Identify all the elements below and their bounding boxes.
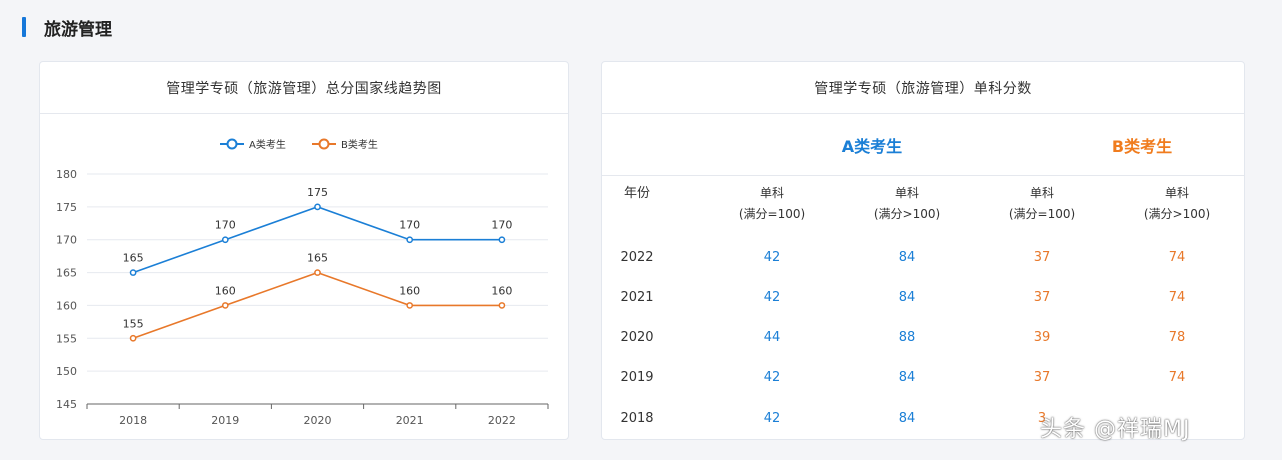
watermark: 头条 @祥瑞MJ xyxy=(1040,417,1191,442)
y-tick-label: 170 xyxy=(56,234,77,247)
score-cell-b-100: 37 xyxy=(1033,250,1051,265)
score-cell-a-over100: 84 xyxy=(898,411,916,426)
y-tick-label: 160 xyxy=(56,299,77,312)
data-point xyxy=(498,302,506,309)
score-cell-a-100: 42 xyxy=(763,290,781,305)
data-label: 170 xyxy=(215,219,236,232)
column-header-line1: 单科 xyxy=(759,186,784,200)
data-label: 165 xyxy=(123,252,144,265)
section-title: 旅游管理 xyxy=(44,19,112,40)
score-cell-a-over100: 88 xyxy=(898,330,916,345)
data-label: 160 xyxy=(399,284,420,297)
table-title: 管理学专硕（旅游管理）单科分数 xyxy=(602,62,1244,114)
data-point xyxy=(314,203,321,211)
column-header-line1: 年份 xyxy=(623,186,650,201)
year-cell: 2020 xyxy=(620,330,654,345)
data-label: 155 xyxy=(123,317,144,330)
data-label: 170 xyxy=(399,219,420,232)
score-cell-b-100: 37 xyxy=(1033,370,1051,385)
data-point xyxy=(129,334,137,342)
group-label-b: B类考生 xyxy=(1111,137,1173,156)
data-point xyxy=(406,236,414,244)
y-tick-label: 165 xyxy=(56,267,77,280)
score-cell-b-over100: 78 xyxy=(1168,330,1186,345)
column-header: 单科 (满分>100) xyxy=(1117,183,1237,225)
score-cell-b-over100: 74 xyxy=(1168,290,1186,305)
data-label: 160 xyxy=(491,284,512,297)
data-point xyxy=(221,302,229,309)
legend-marker xyxy=(226,138,238,150)
line-chart: 145 150 155 160 165 170 175 180 2018 2019 2020 2021… xyxy=(56,138,549,427)
score-cell-a-over100: 84 xyxy=(898,250,916,265)
score-cell-a-100: 42 xyxy=(763,411,781,426)
group-header-row: A类考生 B类考生 xyxy=(602,114,1244,176)
y-tick-label: 180 xyxy=(56,168,77,181)
data-point xyxy=(314,269,321,276)
score-cell-b-100: 39 xyxy=(1033,330,1051,345)
legend-label: B类考生 xyxy=(341,138,378,151)
column-header-line2: (满分=100) xyxy=(738,207,806,221)
chart-card: 管理学专硕（旅游管理）总分国家线趋势图 145 150 155 160 165 170 17… xyxy=(39,61,569,440)
data-point xyxy=(406,302,414,309)
legend-marker xyxy=(318,138,330,150)
score-cell-b-100: 3 xyxy=(1037,411,1047,426)
column-header: 单科 (满分>100) xyxy=(847,183,967,225)
column-header-line1: 单科 xyxy=(1164,186,1189,200)
section-accent-bar xyxy=(22,17,26,37)
data-point xyxy=(498,236,506,244)
table-card: 管理学专硕（旅游管理）单科分数 A类考生 B类考生 年份 单科 (满分=100) 单科… xyxy=(601,61,1245,440)
y-tick-label: 175 xyxy=(56,201,77,214)
y-tick-label: 145 xyxy=(56,398,77,411)
x-tick-label: 2019 xyxy=(211,414,239,427)
year-cell: 2022 xyxy=(620,250,654,265)
data-label: 165 xyxy=(307,252,328,265)
chart-title: 管理学专硕（旅游管理）总分国家线趋势图 xyxy=(40,62,568,114)
data-label: 170 xyxy=(491,219,512,232)
data-point xyxy=(129,269,137,276)
score-cell-b-100: 37 xyxy=(1033,290,1051,305)
y-tick-label: 155 xyxy=(56,332,77,345)
column-header-line2: (满分>100) xyxy=(873,207,941,221)
year-cell: 2019 xyxy=(620,370,654,385)
y-tick-label: 150 xyxy=(56,365,77,378)
column-header: 年份 xyxy=(577,183,697,204)
year-cell: 2018 xyxy=(620,411,654,426)
column-header-line1: 单科 xyxy=(1029,186,1054,200)
legend-label: A类考生 xyxy=(249,138,286,151)
column-header-line2: (满分=100) xyxy=(1008,207,1076,221)
score-cell-b-over100: 74 xyxy=(1168,370,1186,385)
data-label: 175 xyxy=(307,186,328,199)
score-cell-a-100: 42 xyxy=(763,370,781,385)
score-cell-a-100: 44 xyxy=(763,330,781,345)
x-tick-label: 2022 xyxy=(488,414,516,427)
column-header: 单科 (满分=100) xyxy=(982,183,1102,225)
score-cell-a-100: 42 xyxy=(763,250,781,265)
data-point xyxy=(221,236,229,244)
score-cell-a-over100: 84 xyxy=(898,290,916,305)
year-cell: 2021 xyxy=(620,290,654,305)
x-tick-label: 2021 xyxy=(396,414,424,427)
data-label: 160 xyxy=(215,284,236,297)
score-cell-b-over100: 74 xyxy=(1168,250,1186,265)
group-label-a: A类考生 xyxy=(841,137,903,156)
column-header-line1: 单科 xyxy=(894,186,919,200)
column-header-line2: (满分>100) xyxy=(1143,207,1211,221)
x-tick-label: 2018 xyxy=(119,414,147,427)
x-tick-label: 2020 xyxy=(304,414,332,427)
section-header: 旅游管理 xyxy=(22,14,112,40)
column-header: 单科 (满分=100) xyxy=(712,183,832,225)
score-cell-a-over100: 84 xyxy=(898,370,916,385)
